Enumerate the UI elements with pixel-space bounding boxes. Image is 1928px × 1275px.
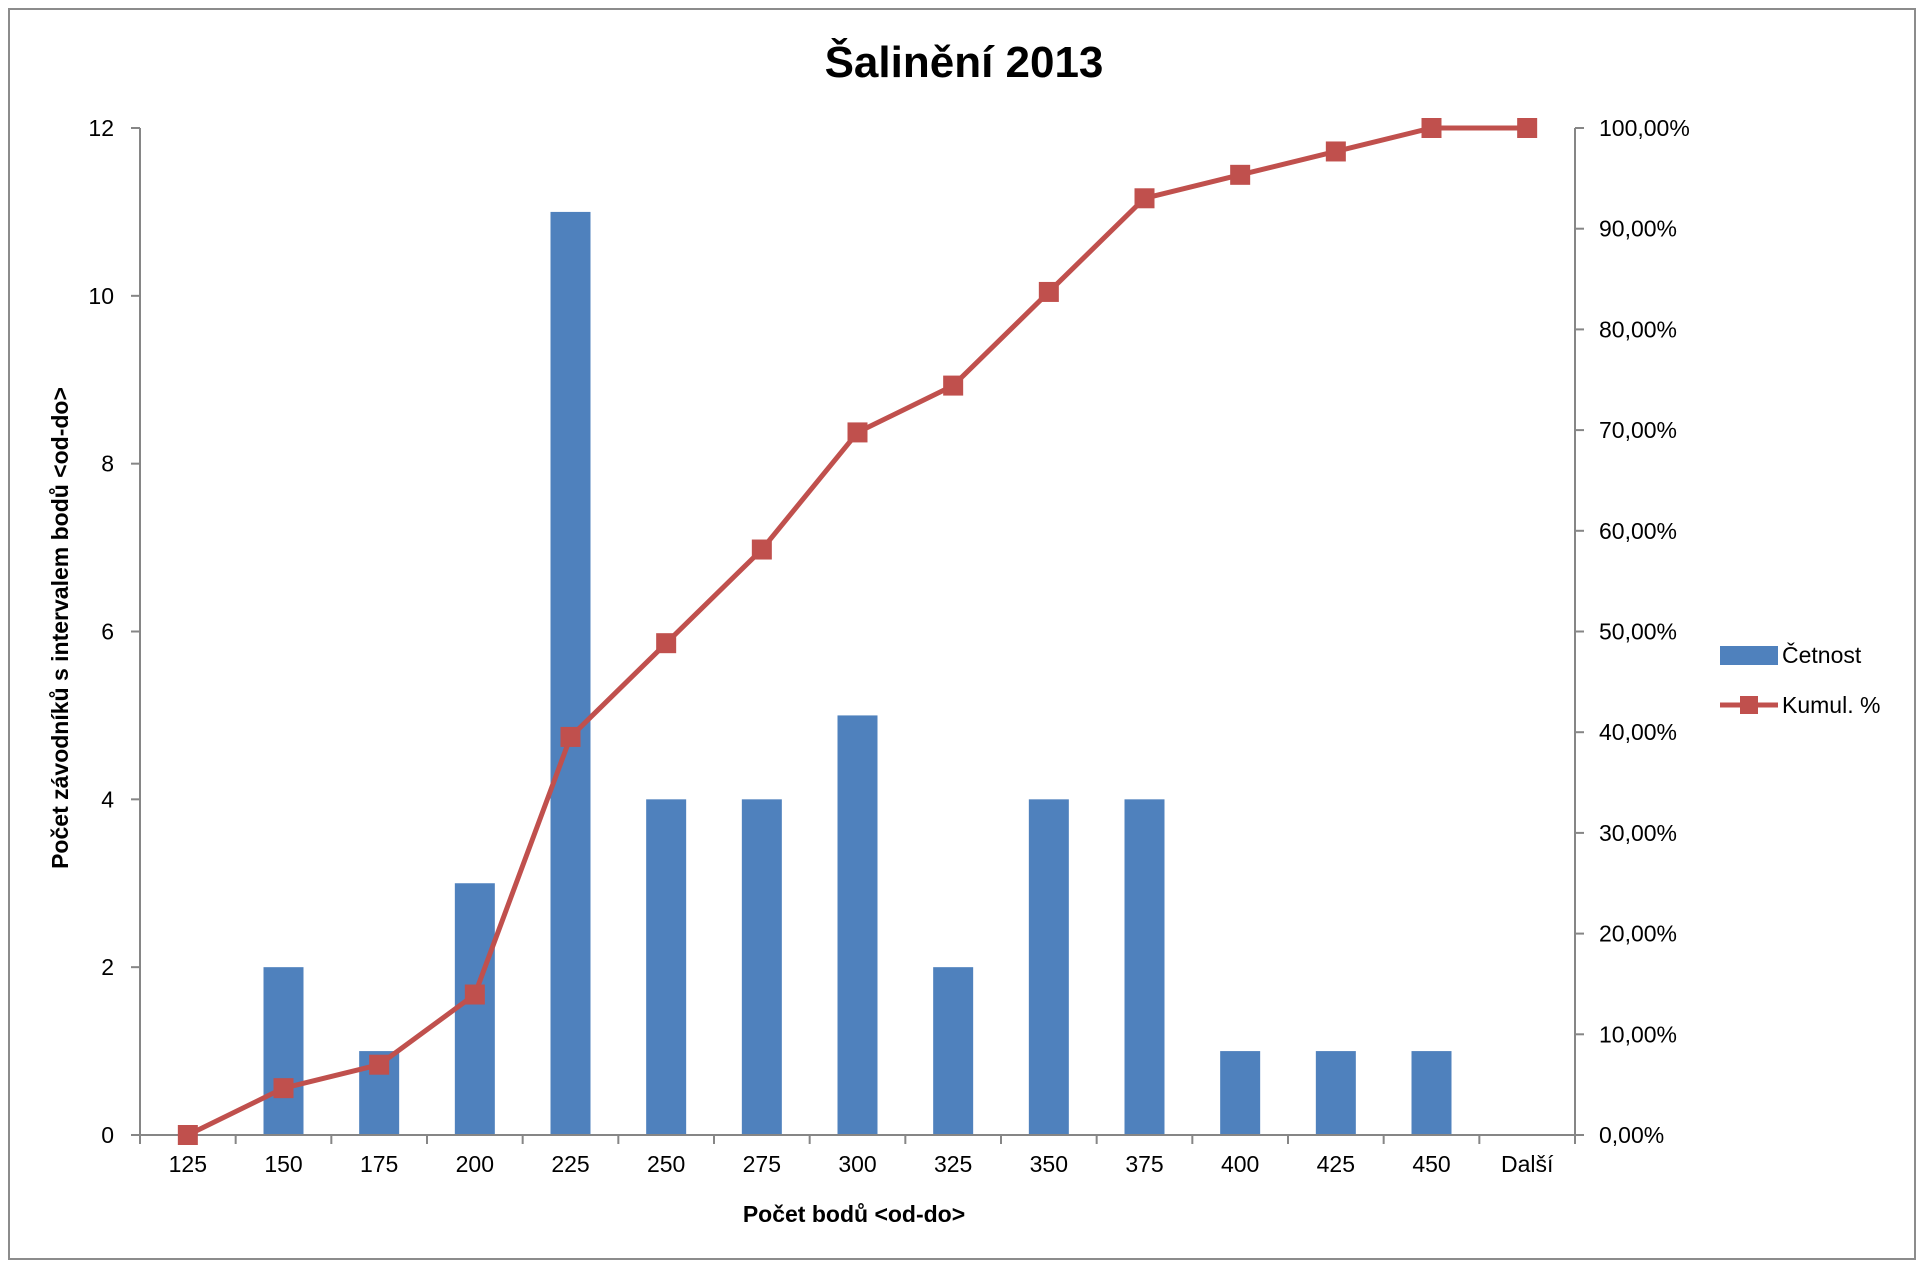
x-tick-label: Další (1501, 1151, 1554, 1177)
x-tick-label: 200 (456, 1151, 494, 1177)
y2-tick-label: 80,00% (1599, 316, 1677, 342)
x-tick-label: 425 (1317, 1151, 1355, 1177)
kumul-point-Další (1517, 118, 1538, 138)
y2-tick-label: 30,00% (1599, 820, 1677, 846)
kumul-point-425 (1325, 141, 1346, 162)
kumul-point-225 (560, 726, 581, 747)
bar-275 (741, 799, 782, 1135)
bar-400 (1220, 1051, 1261, 1135)
legend: Četnost Kumul. % (1720, 641, 1880, 718)
y-tick-label: 2 (101, 954, 114, 980)
x-tick-label: 375 (1125, 1151, 1163, 1177)
bar-300 (837, 715, 878, 1135)
kumul-point-200 (464, 984, 485, 1005)
x-tick-label: 400 (1221, 1151, 1259, 1177)
kumul-point-125 (177, 1125, 198, 1145)
bar-150 (263, 967, 304, 1135)
kumul-point-275 (751, 539, 772, 560)
x-tick-label: 300 (838, 1151, 876, 1177)
y-tick-label: 12 (88, 115, 114, 141)
kumul-point-150 (273, 1078, 294, 1099)
y2-tick-label: 10,00% (1599, 1021, 1677, 1047)
x-tick-label: 325 (934, 1151, 972, 1177)
x-tick-label: 175 (360, 1151, 398, 1177)
y-tick-label: 4 (101, 786, 114, 812)
bar-225 (550, 211, 591, 1135)
x-tick-label: 250 (647, 1151, 685, 1177)
y2-tick-label: 50,00% (1599, 619, 1677, 645)
x-axis-title: Počet bodů <od-do> (743, 1201, 965, 1227)
y2-tick-label: 20,00% (1599, 921, 1677, 947)
bar-350 (1028, 799, 1069, 1135)
x-tick-label: 150 (264, 1151, 302, 1177)
y2-tick-label: 0,00% (1599, 1122, 1664, 1148)
kumul-point-375 (1134, 188, 1155, 209)
y2-tick-label: 40,00% (1599, 719, 1677, 745)
bar-250 (646, 799, 687, 1135)
kumul-point-350 (1038, 281, 1059, 302)
y2-tick-label: 70,00% (1599, 417, 1677, 443)
x-tick-label: 275 (743, 1151, 781, 1177)
y-tick-label: 0 (101, 1122, 114, 1148)
y2-tick-label: 90,00% (1599, 216, 1677, 242)
chart-title: Šalinění 2013 (825, 36, 1104, 87)
x-tick-label: 125 (169, 1151, 207, 1177)
kumul-point-400 (1230, 164, 1251, 185)
legend-swatch-cetnost (1720, 646, 1778, 665)
kumul-point-175 (369, 1054, 390, 1075)
y2-tick-label: 100,00% (1599, 115, 1690, 141)
plot-area: 0 2 4 6 8 10 12 0,00% 10,00% 20,00% 30,00% 40,00% 50… (88, 115, 1689, 1177)
x-tick-label: 350 (1030, 1151, 1068, 1177)
y-tick-label: 10 (88, 283, 114, 309)
bar-375 (1124, 799, 1165, 1135)
legend-swatch-kumul-marker (1740, 696, 1758, 714)
legend-label-kumul: Kumul. % (1782, 692, 1880, 718)
bar-325 (933, 967, 974, 1135)
kumul-point-300 (847, 422, 868, 443)
kumul-point-250 (656, 633, 677, 654)
x-tick-label: 225 (551, 1151, 589, 1177)
kumul-point-325 (943, 375, 964, 396)
legend-label-cetnost: Četnost (1782, 641, 1862, 668)
bar-425 (1315, 1051, 1356, 1135)
y-axis-title: Počet závodníků s intervalem bodů <od-do… (47, 387, 73, 869)
x-tick-label: 450 (1412, 1151, 1450, 1177)
bar-200 (454, 883, 495, 1135)
y2-tick-label: 60,00% (1599, 518, 1677, 544)
y-tick-label: 8 (101, 451, 114, 477)
bar-450 (1411, 1051, 1452, 1135)
kumul-point-450 (1421, 118, 1442, 138)
y-tick-label: 6 (101, 619, 114, 645)
